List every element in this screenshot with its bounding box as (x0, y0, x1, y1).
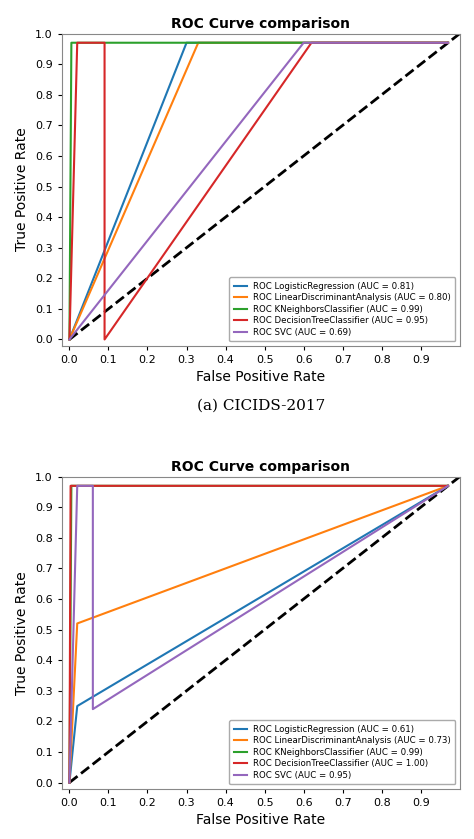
Line: ROC LinearDiscriminantAnalysis (AUC = 0.80): ROC LinearDiscriminantAnalysis (AUC = 0.… (69, 43, 448, 340)
ROC LinearDiscriminantAnalysis (AUC = 0.80) (215, 38, 220, 48)
ROC KNeighborsClassifier (AUC = 0.99) (445, 38, 451, 48)
ROC LogisticRegression (AUC = 0.61) (66, 778, 72, 788)
ROC LogisticRegression (AUC = 0.81) (184, 38, 190, 48)
Line: ROC SVC (AUC = 0.95): ROC SVC (AUC = 0.95) (69, 486, 448, 783)
Legend: ROC LogisticRegression (AUC = 0.61), ROC LinearDiscriminantAnalysis (AUC = 0.73): ROC LogisticRegression (AUC = 0.61), ROC… (229, 721, 456, 784)
ROC DecisionTreeClassifier (AUC = 0.95) (309, 38, 314, 48)
ROC LinearDiscriminantAnalysis (AUC = 0.80) (445, 38, 451, 48)
ROC DecisionTreeClassifier (AUC = 0.95) (74, 38, 80, 48)
ROC LinearDiscriminantAnalysis (AUC = 0.73) (66, 778, 72, 788)
Y-axis label: True Positive Rate: True Positive Rate (15, 128, 29, 252)
Y-axis label: True Positive Rate: True Positive Rate (15, 571, 29, 695)
Line: ROC KNeighborsClassifier (AUC = 0.99): ROC KNeighborsClassifier (AUC = 0.99) (69, 486, 448, 783)
ROC KNeighborsClassifier (AUC = 0.99) (69, 38, 74, 48)
ROC SVC (AUC = 0.69) (445, 38, 451, 48)
ROC SVC (AUC = 0.95) (66, 778, 72, 788)
Title: ROC Curve comparison: ROC Curve comparison (171, 460, 350, 474)
Line: ROC LinearDiscriminantAnalysis (AUC = 0.73): ROC LinearDiscriminantAnalysis (AUC = 0.… (69, 486, 448, 783)
ROC KNeighborsClassifier (AUC = 0.99) (69, 481, 74, 491)
Text: (a) CICIDS-2017: (a) CICIDS-2017 (197, 399, 325, 413)
ROC LogisticRegression (AUC = 0.81) (66, 335, 72, 345)
ROC LogisticRegression (AUC = 0.61) (445, 481, 451, 491)
ROC SVC (AUC = 0.95) (90, 704, 96, 714)
Line: ROC LogisticRegression (AUC = 0.61): ROC LogisticRegression (AUC = 0.61) (69, 486, 448, 783)
Line: ROC LogisticRegression (AUC = 0.81): ROC LogisticRegression (AUC = 0.81) (69, 43, 448, 340)
ROC SVC (AUC = 0.95) (74, 481, 80, 491)
Line: ROC SVC (AUC = 0.69): ROC SVC (AUC = 0.69) (69, 43, 448, 340)
ROC DecisionTreeClassifier (AUC = 0.95) (66, 335, 72, 345)
ROC SVC (AUC = 0.95) (445, 481, 451, 491)
ROC LinearDiscriminantAnalysis (AUC = 0.80) (66, 335, 72, 345)
ROC LinearDiscriminantAnalysis (AUC = 0.80) (195, 38, 201, 48)
ROC DecisionTreeClassifier (AUC = 0.95) (102, 38, 108, 48)
ROC KNeighborsClassifier (AUC = 0.99) (66, 778, 72, 788)
ROC SVC (AUC = 0.69) (301, 38, 307, 48)
ROC DecisionTreeClassifier (AUC = 0.95) (102, 335, 108, 345)
ROC KNeighborsClassifier (AUC = 0.99) (445, 481, 451, 491)
ROC LogisticRegression (AUC = 0.81) (215, 38, 220, 48)
X-axis label: False Positive Rate: False Positive Rate (196, 370, 325, 384)
Legend: ROC LogisticRegression (AUC = 0.81), ROC LinearDiscriminantAnalysis (AUC = 0.80): ROC LogisticRegression (AUC = 0.81), ROC… (229, 278, 456, 341)
Line: ROC DecisionTreeClassifier (AUC = 0.95): ROC DecisionTreeClassifier (AUC = 0.95) (69, 43, 448, 340)
Line: ROC KNeighborsClassifier (AUC = 0.99): ROC KNeighborsClassifier (AUC = 0.99) (69, 43, 448, 340)
ROC KNeighborsClassifier (AUC = 0.99) (66, 335, 72, 345)
ROC DecisionTreeClassifier (AUC = 1.00) (68, 481, 73, 491)
Title: ROC Curve comparison: ROC Curve comparison (171, 17, 350, 31)
ROC LinearDiscriminantAnalysis (AUC = 0.73) (74, 618, 80, 628)
ROC SVC (AUC = 0.69) (66, 335, 72, 345)
ROC LinearDiscriminantAnalysis (AUC = 0.73) (445, 481, 451, 491)
ROC DecisionTreeClassifier (AUC = 1.00) (66, 778, 72, 788)
X-axis label: False Positive Rate: False Positive Rate (196, 813, 325, 827)
ROC DecisionTreeClassifier (AUC = 0.95) (445, 38, 451, 48)
ROC SVC (AUC = 0.95) (90, 481, 96, 491)
Line: ROC DecisionTreeClassifier (AUC = 1.00): ROC DecisionTreeClassifier (AUC = 1.00) (69, 486, 448, 783)
ROC DecisionTreeClassifier (AUC = 1.00) (445, 481, 451, 491)
ROC LogisticRegression (AUC = 0.81) (445, 38, 451, 48)
ROC LogisticRegression (AUC = 0.61) (74, 701, 80, 711)
